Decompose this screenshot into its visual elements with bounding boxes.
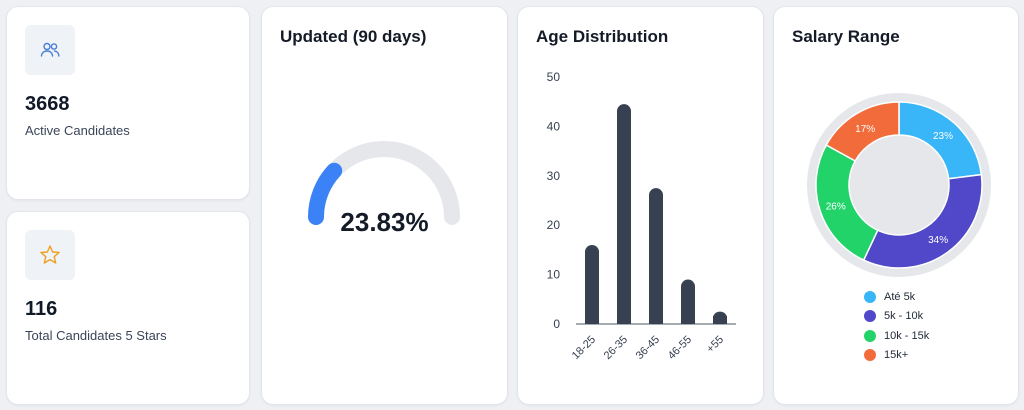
donut-slice[interactable] <box>825 101 900 162</box>
legend-swatch <box>864 329 876 342</box>
five-star-candidates-label: Total Candidates 5 Stars <box>25 328 167 343</box>
x-tick-label: 36-45 <box>634 334 662 362</box>
y-tick-label: 30 <box>547 169 561 183</box>
y-tick-label: 20 <box>547 218 561 232</box>
donut-slice-label: 23% <box>933 131 953 142</box>
donut-slice[interactable] <box>862 173 983 269</box>
legend-swatch <box>864 310 876 323</box>
legend-item[interactable]: 5k - 10k <box>864 307 929 327</box>
legend-label: 15k+ <box>884 349 909 362</box>
age-bar[interactable] <box>585 244 599 324</box>
y-tick-label: 10 <box>547 268 561 282</box>
y-tick-label: 50 <box>547 70 561 84</box>
updated-gauge-card: Updated (90 days) 23.83% <box>261 6 508 405</box>
active-candidates-label: Active Candidates <box>25 123 130 138</box>
legend-item[interactable]: 15k+ <box>864 346 929 366</box>
users-icon-box <box>25 25 75 75</box>
x-tick-label: +55 <box>704 334 726 356</box>
x-tick-label: 26-35 <box>602 334 630 362</box>
age-bar[interactable] <box>649 188 663 324</box>
gauge-chart <box>308 141 460 225</box>
salary-legend: Até 5k 5k - 10k 10k - 15k 15k+ <box>864 287 929 365</box>
age-bar-base <box>585 316 599 324</box>
donut-slice-label: 17% <box>855 124 875 135</box>
legend-label: 5k - 10k <box>884 310 924 323</box>
y-tick-label: 40 <box>547 119 561 133</box>
legend-swatch <box>864 349 876 362</box>
age-bar-chart: 0 10 20 30 40 50 18-25 26-35 36-45 46-55 +55 <box>547 70 736 362</box>
legend-item[interactable]: 10k - 15k <box>864 326 929 346</box>
legend-item[interactable]: Até 5k <box>864 287 929 307</box>
legend-swatch <box>864 290 876 303</box>
age-bar[interactable] <box>681 279 695 324</box>
active-candidates-value: 3668 <box>25 93 70 115</box>
star-icon-box <box>25 230 75 280</box>
star-icon <box>40 245 60 264</box>
salary-range-card: Salary Range 23% 34% 26% 17% Até 5k 5k - 10k… <box>773 6 1019 405</box>
gauge-title: Updated (90 days) <box>280 27 427 46</box>
donut-slice-label: 34% <box>928 235 948 246</box>
users-icon <box>40 42 60 57</box>
y-tick-label: 0 <box>553 317 560 331</box>
age-bar-base <box>713 316 727 324</box>
age-distribution-card: Age Distribution 0 10 20 30 40 50 18-25 26-35 36… <box>517 6 764 405</box>
donut-slice-label: 26% <box>826 202 846 213</box>
five-star-candidates-value: 116 <box>25 298 58 320</box>
gauge-fill <box>308 162 343 225</box>
x-tick-label: 46-55 <box>666 334 694 362</box>
salary-chart-title: Salary Range <box>792 27 900 46</box>
age-bar-base <box>681 316 695 324</box>
salary-donut-chart: 23% 34% 26% 17% <box>807 93 991 277</box>
five-star-candidates-card: 116 Total Candidates 5 Stars <box>6 211 250 405</box>
age-chart-title: Age Distribution <box>536 27 669 46</box>
gauge-percent-value: 23.83% <box>340 207 429 237</box>
legend-label: 10k - 15k <box>884 329 930 342</box>
age-bar-base <box>617 316 631 324</box>
age-bar-base <box>649 316 663 324</box>
legend-label: Até 5k <box>884 290 916 303</box>
x-tick-label: 18-25 <box>570 334 598 362</box>
active-candidates-card: 3668 Active Candidates <box>6 6 250 200</box>
age-bar[interactable] <box>617 104 631 324</box>
